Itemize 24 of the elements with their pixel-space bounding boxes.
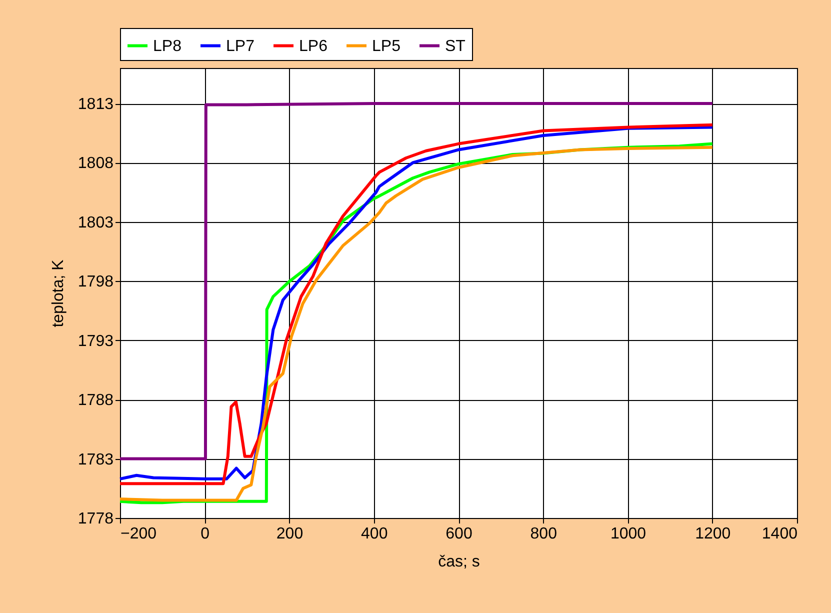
x-tick-label: 1200: [695, 526, 731, 542]
legend-label: ST: [445, 38, 466, 55]
legend-label: LP8: [153, 38, 182, 55]
x-tick-label: 200: [276, 526, 304, 542]
x-axis-title: čas; s: [438, 554, 480, 570]
x-tick-label: 800: [530, 526, 558, 542]
y-tick-label: 1798: [78, 274, 114, 291]
y-tick-label: 1793: [78, 332, 114, 350]
y-tick-label: 1778: [78, 510, 114, 528]
legend-label: LP7: [226, 38, 255, 55]
y-tick-label: 1813: [78, 96, 114, 114]
x-tick-label: 1000: [610, 526, 646, 542]
y-tick-label: 1783: [78, 451, 114, 468]
x-tick-label: 1400: [762, 526, 798, 542]
y-tick-label: 1788: [78, 392, 114, 410]
legend-label: LP5: [372, 38, 401, 55]
y-tick-label: 1808: [78, 155, 114, 172]
x-tick-label: −200: [120, 526, 157, 542]
x-tick-label: 400: [361, 526, 388, 542]
x-tick-label: 600: [446, 526, 472, 542]
legend-label: LP6: [299, 38, 328, 55]
y-axis-title: teplota; K: [50, 259, 67, 328]
y-tick-label: 1803: [78, 214, 114, 232]
x-tick-label: 0: [200, 526, 210, 542]
